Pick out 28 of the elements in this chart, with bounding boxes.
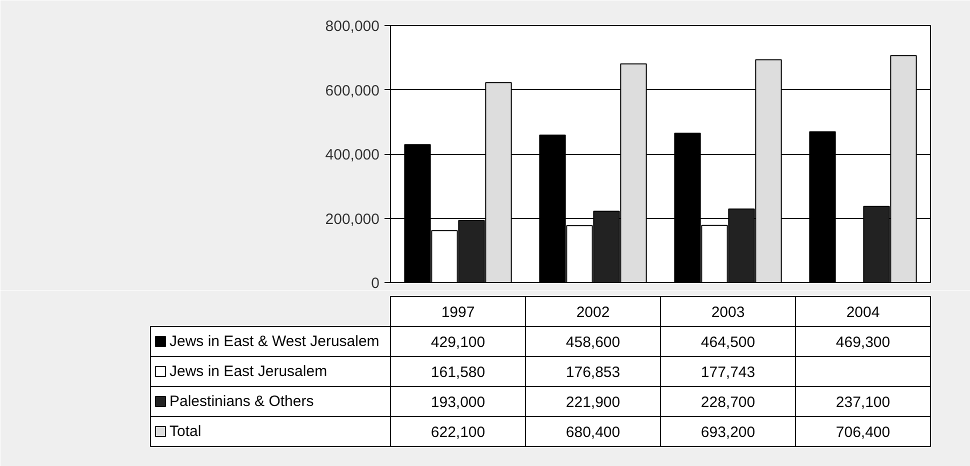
legend-label: Jews in East & West Jerusalem bbox=[170, 333, 380, 350]
data-label: 680,400 bbox=[566, 424, 620, 441]
data-label: 458,600 bbox=[566, 334, 620, 351]
data-label: 193,000 bbox=[430, 394, 486, 411]
legend-label: Palestinians & Others bbox=[170, 393, 314, 410]
data-label: 177,743 bbox=[700, 364, 756, 381]
x-tick-label: 2003 bbox=[711, 304, 745, 321]
x-tick-label: 2002 bbox=[576, 304, 610, 321]
legend-label: Jews in East Jerusalem bbox=[170, 363, 328, 380]
data-label: 622,100 bbox=[430, 424, 486, 441]
data-label: 228,700 bbox=[700, 394, 756, 411]
data-label: 706,400 bbox=[836, 424, 890, 441]
data-label: 469,300 bbox=[836, 334, 890, 351]
y-tick-label: 400,000 bbox=[325, 146, 380, 164]
data-label: 176,853 bbox=[566, 364, 620, 381]
x-tick-label: 2004 bbox=[846, 304, 880, 321]
data-label: 693,200 bbox=[700, 424, 756, 441]
data-label: 464,500 bbox=[700, 334, 756, 351]
data-label: 237,100 bbox=[836, 394, 890, 411]
data-label: 221,900 bbox=[566, 394, 620, 411]
y-tick-label: 0 bbox=[371, 275, 380, 292]
y-tick-label: 800,000 bbox=[325, 18, 380, 35]
x-tick-label: 1997 bbox=[441, 304, 475, 321]
data-label: 429,100 bbox=[430, 334, 486, 351]
legend-label: Total bbox=[170, 423, 202, 440]
data-label: 161,580 bbox=[430, 364, 486, 381]
y-tick-label: 200,000 bbox=[325, 210, 380, 228]
y-tick-label: 600,000 bbox=[325, 82, 380, 100]
